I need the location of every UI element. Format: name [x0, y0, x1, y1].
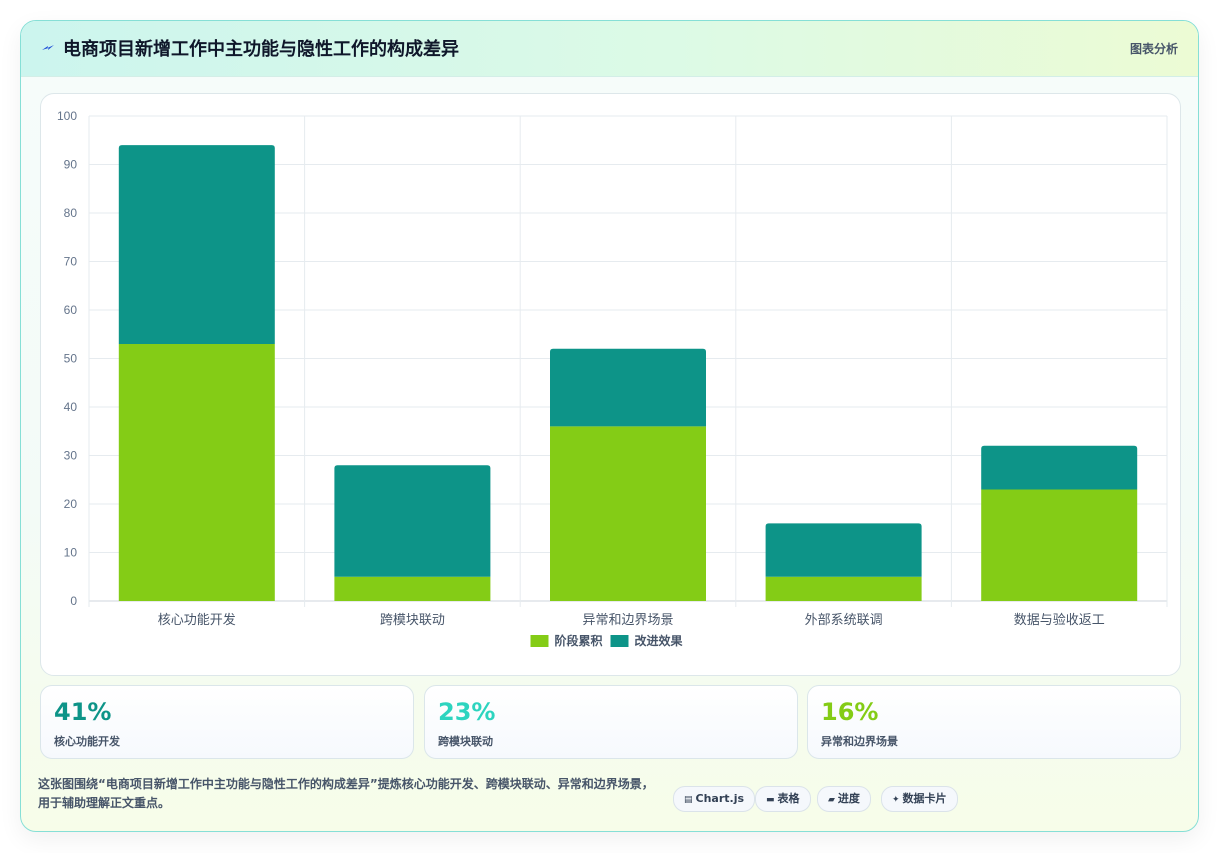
y-tick-label: 100 [57, 109, 77, 123]
chip-table[interactable]: ▬ 表格 [755, 786, 811, 812]
stat-label-1: 核心功能开发 [54, 735, 120, 748]
bar-segment [118, 343, 275, 601]
stat-value-2: 23% [438, 698, 496, 726]
stat-card-1: 41% 核心功能开发 [40, 685, 414, 759]
chip-chartjs[interactable]: ▤ Chart.js [673, 786, 756, 812]
stat-card-3: 16% 异常和边界场景 [807, 685, 1181, 759]
legend-label: 阶段累积 [555, 633, 603, 648]
bar-segment [765, 576, 922, 601]
stat-card-2: 23% 跨模块联动 [424, 685, 798, 759]
card-header: 电商项目新增工作中主功能与隐性工作的构成差异 图表分析 [21, 21, 1198, 77]
chip-progress[interactable]: ▰ 进度 [817, 786, 871, 812]
chart-analysis-tag: 图表分析 [1129, 42, 1178, 56]
stacked-bar-chart: 0 10 20 30 40 50 60 70 80 90 100 核心功能开发 跨模块联动 异常和边界场景… [57, 109, 1168, 648]
lightning-icon [42, 45, 54, 50]
x-tick-label: 异常和边界场景 [582, 612, 673, 627]
chip-label: 表格 [777, 792, 800, 805]
stat-label-3: 异常和边界场景 [821, 735, 898, 748]
chart-icon: ▤ [684, 795, 693, 805]
chip-label: Chart.js [695, 792, 745, 805]
y-tick-label: 20 [64, 497, 78, 511]
chart-panel: 0 10 20 30 40 50 60 70 80 90 100 核心功能开发 跨模块联动 异常和边界场景… [40, 93, 1181, 676]
x-tick-label: 外部系统联调 [805, 612, 883, 627]
y-tick-label: 80 [64, 206, 78, 220]
x-tick-label: 跨模块联动 [380, 612, 445, 627]
bar-segment [550, 426, 706, 601]
y-tick-label: 50 [64, 352, 78, 366]
y-tick-label: 90 [64, 158, 78, 172]
chip-label: 数据卡片 [902, 792, 947, 805]
stat-value-3: 16% [821, 698, 879, 726]
legend-label: 改进效果 [635, 633, 683, 648]
y-tick-label: 40 [64, 400, 78, 414]
y-tick-label: 30 [64, 449, 78, 463]
legend-swatch [610, 635, 629, 647]
y-tick-label: 60 [64, 303, 78, 317]
stat-value-1: 41% [54, 698, 112, 726]
y-tick-label: 0 [70, 594, 77, 608]
chart-card: 电商项目新增工作中主功能与隐性工作的构成差异 图表分析 0 10 20 30 40 50 6… [20, 20, 1199, 832]
bar-segment [981, 489, 1138, 601]
bar-segment [118, 145, 275, 344]
x-tick-label: 数据与验收返工 [1014, 612, 1105, 627]
stat-label-2: 跨模块联动 [438, 735, 493, 748]
table-icon: ▬ [766, 795, 775, 805]
chip-data-card[interactable]: ✦ 数据卡片 [881, 786, 958, 812]
bar-segment [334, 465, 491, 577]
bar-segment [550, 348, 706, 427]
progress-icon: ▰ [828, 795, 835, 805]
y-tick-label: 10 [64, 546, 78, 560]
bar-segment [981, 445, 1138, 490]
legend-swatch [530, 635, 549, 647]
x-tick-label: 核心功能开发 [158, 612, 236, 627]
sparkle-icon: ✦ [892, 795, 900, 805]
y-tick-label: 70 [64, 255, 78, 269]
bar-segment [334, 576, 491, 601]
chart-description: 这张图围绕“电商项目新增工作中主功能与隐性工作的构成差异”提炼核心功能开发、跨模… [38, 777, 654, 810]
page-title: 电商项目新增工作中主功能与隐性工作的构成差异 [63, 39, 459, 60]
chip-label: 进度 [837, 792, 860, 805]
bar-segment [765, 523, 922, 577]
